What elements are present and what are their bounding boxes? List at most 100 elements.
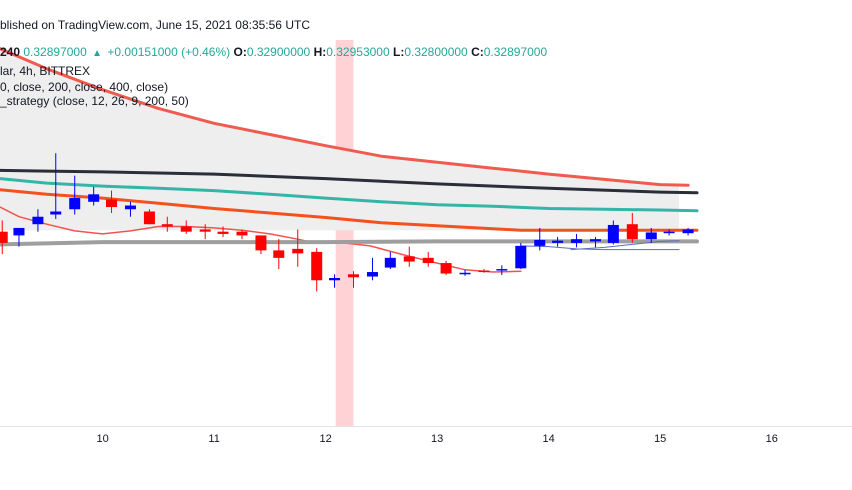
x-tick-label: 14	[543, 433, 555, 445]
candle-body	[552, 240, 564, 243]
highlight-rect	[335, 40, 354, 426]
candle-0	[0, 220, 8, 255]
indicator-line: 0, close, 200, close, 400, close) _strat…	[0, 80, 189, 108]
candle-body	[459, 272, 471, 275]
candle-body	[13, 227, 25, 236]
candle-body	[515, 245, 527, 269]
candle-body	[607, 224, 619, 243]
symbol-info: lar, 4h, BITTREX	[0, 64, 91, 78]
candle-body	[571, 239, 583, 243]
candle-body	[682, 229, 694, 234]
candle-body	[69, 198, 81, 210]
high-value: 0.32953000	[326, 45, 390, 59]
candle-3	[50, 153, 62, 219]
candle-body	[0, 231, 8, 243]
candle-24	[440, 260, 452, 276]
low-label: L:	[393, 45, 405, 59]
candle-20	[366, 257, 378, 281]
x-tick-label: 10	[96, 433, 108, 445]
x-tick-label: 11	[208, 433, 219, 445]
candle-22	[403, 246, 415, 267]
candle-body	[348, 274, 360, 278]
candle-25	[459, 269, 471, 276]
band-group	[0, 48, 680, 231]
candle-1	[13, 227, 25, 247]
candle-12	[217, 226, 229, 237]
series-ma_blue-6	[520, 245, 680, 251]
series-ma_orange-3	[0, 188, 699, 232]
ma-params: 0, close, 200, close, 400, close)	[0, 80, 169, 94]
candle-37	[682, 227, 694, 236]
candle-body	[32, 216, 44, 225]
series-ma_teal-2	[0, 177, 699, 213]
series-ma_red-0	[0, 47, 690, 187]
candle-13	[236, 229, 248, 240]
candle-body	[106, 199, 118, 208]
candle-body	[273, 250, 285, 258]
candle-5	[88, 186, 100, 206]
candle-4	[69, 175, 81, 215]
candle-15	[273, 239, 285, 270]
highlight-group	[335, 40, 354, 426]
candle-16	[292, 229, 304, 267]
x-tick-label: 12	[320, 433, 332, 445]
up-arrow-icon: ▲	[92, 48, 103, 59]
candle-body	[143, 211, 155, 225]
candle-body	[88, 194, 100, 202]
candle-33	[607, 220, 619, 245]
low-value: 0.32800000	[404, 45, 468, 59]
candle-body	[366, 272, 378, 277]
open-label: O:	[233, 45, 247, 59]
candle-body	[292, 248, 304, 254]
x-axis: 1011121314151620	[0, 426, 852, 445]
candle-34	[626, 213, 638, 243]
candle-9	[161, 216, 173, 232]
candle-30	[552, 236, 564, 247]
candle-body	[534, 239, 546, 246]
candle-body	[384, 257, 396, 268]
candle-body	[255, 235, 267, 251]
candle-7	[124, 201, 136, 217]
candle-21	[384, 251, 396, 270]
candle-32	[590, 236, 602, 248]
series-ma_black-1	[0, 168, 699, 195]
symbol-info-line: lar, 4h, BITTREX	[0, 64, 90, 78]
candle-14	[255, 235, 267, 255]
candle-11	[199, 224, 211, 240]
open-value: 0.32900000	[246, 45, 311, 59]
candles-group	[0, 153, 694, 292]
change-value: 0.32897000	[23, 45, 87, 59]
candle-body	[496, 269, 508, 271]
candle-body	[663, 231, 675, 234]
candle-36	[663, 229, 675, 236]
published-text: blished on TradingView.com, June 15, 202…	[0, 18, 310, 32]
candle-29	[534, 227, 546, 251]
series-ma_gray-5	[0, 239, 699, 247]
strategy-params: _strategy (close, 12, 26, 9, 200, 50)	[0, 94, 189, 108]
candle-body	[311, 251, 323, 281]
candle-body	[403, 256, 415, 262]
candle-10	[180, 220, 192, 234]
x-tick-label: 13	[431, 433, 443, 445]
symbol-code: 240	[0, 45, 21, 59]
candle-body	[590, 239, 602, 242]
candle-19	[348, 271, 360, 288]
candle-body	[124, 205, 136, 210]
candle-body	[50, 211, 62, 215]
candle-body	[626, 224, 638, 240]
published-line: blished on TradingView.com, June 15, 202…	[0, 18, 310, 32]
candle-17	[311, 248, 323, 292]
x-tick-label: 15	[654, 433, 666, 445]
change-abs: +0.00151000 (+0.46%)	[107, 45, 231, 59]
close-label: C:	[471, 45, 484, 59]
candle-body	[161, 224, 173, 227]
candle-35	[645, 227, 657, 243]
candle-8	[143, 209, 155, 225]
band-area	[0, 48, 680, 231]
candle-27	[496, 265, 508, 276]
candle-31	[571, 233, 583, 248]
candle-body	[422, 257, 434, 264]
candle-23	[422, 251, 434, 267]
